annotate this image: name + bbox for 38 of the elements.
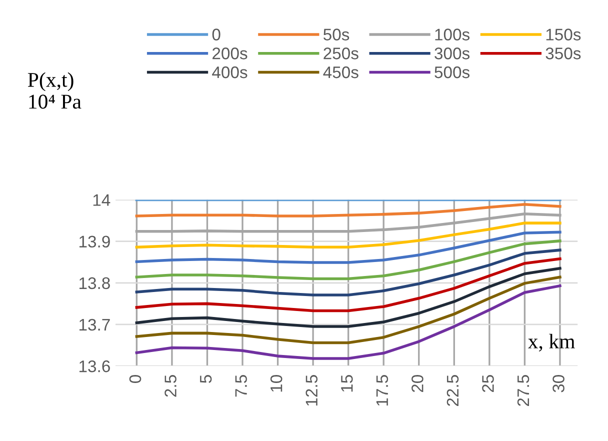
legend-label: 400s: [212, 66, 248, 78]
x-tick-label: 20: [412, 375, 424, 392]
legend-label: 350s: [546, 48, 581, 60]
x-tick-label: 15: [341, 375, 353, 392]
legend-label: 150s: [546, 28, 581, 40]
legend-label: 200s: [212, 48, 248, 60]
y-tick-label: 13.7: [79, 318, 110, 331]
x-tick-label: 17.5: [376, 375, 388, 406]
x-tick-label: 12.5: [306, 375, 318, 406]
y-tick-label: 13.6: [79, 360, 110, 372]
line-series: [135, 222, 562, 249]
line-series: [135, 266, 562, 328]
x-axis-title: x, km: [528, 334, 575, 352]
y-tick-label: 13.9: [79, 236, 110, 248]
legend-label: 450s: [323, 66, 358, 78]
x-tick-label: 0: [129, 375, 142, 383]
x-tick-label: 10: [270, 375, 282, 392]
legend-label: 500s: [434, 66, 470, 78]
y-tick-label: 13.8: [79, 277, 110, 290]
y-axis-title: P(x,t) 10⁴ Pa: [28, 72, 82, 109]
line-series: [135, 202, 562, 218]
line-series: [135, 257, 562, 312]
x-tick-label: 2.5: [164, 375, 176, 397]
line-series: [135, 230, 562, 264]
y-tick-label: 14: [93, 194, 110, 206]
legend-label: 0: [212, 28, 220, 40]
line-series: [135, 248, 562, 296]
x-tick-label: 7.5: [235, 375, 247, 397]
legend-label: 250s: [324, 48, 358, 60]
legend-label: 300s: [434, 48, 470, 60]
legend-label: 100s: [435, 28, 470, 40]
line-series: [135, 240, 562, 280]
x-tick-label: 25: [482, 375, 494, 392]
x-tick-label: 30: [552, 375, 564, 392]
legend-label: 50s: [323, 28, 350, 40]
x-tick-label: 22.5: [446, 375, 459, 406]
x-tick-label: 5: [200, 375, 212, 383]
x-tick-label: 27.5: [517, 375, 530, 406]
